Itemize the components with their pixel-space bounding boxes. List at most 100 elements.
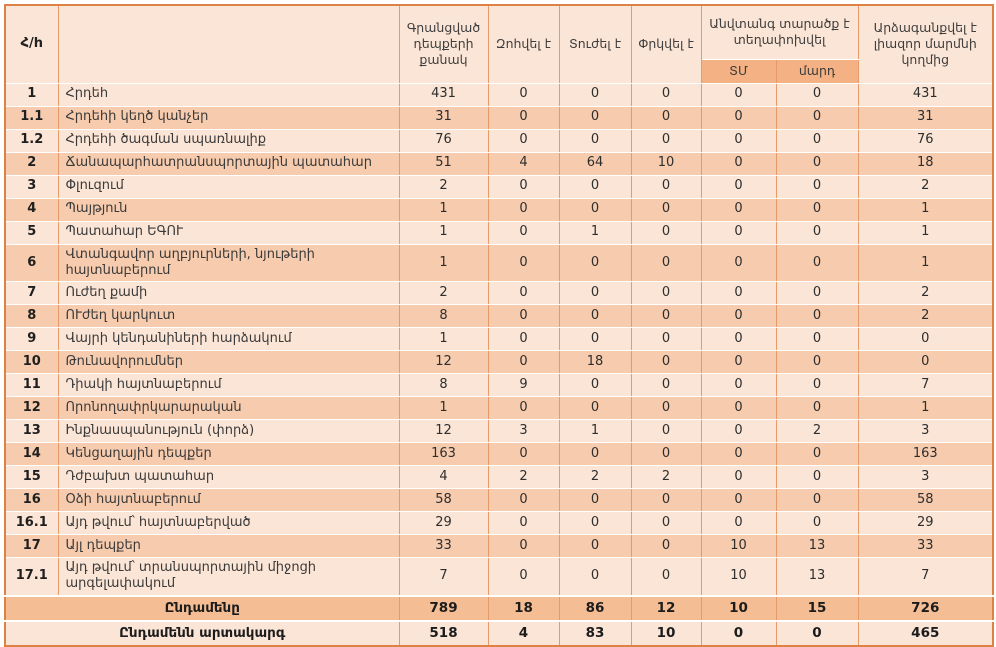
value-cell: 0 xyxy=(558,442,632,466)
incident-name-cell: Թունավորումներ xyxy=(57,350,400,374)
value-cell: 0 xyxy=(558,105,632,130)
value-cell: 0 xyxy=(558,197,632,222)
value-cell: 0 xyxy=(700,373,777,397)
value-cell: 0 xyxy=(487,174,560,199)
value-cell: 0 xyxy=(700,488,777,512)
value-cell: 1 xyxy=(398,396,489,420)
total-value-cell: 789 xyxy=(398,594,489,621)
value-cell: 64 xyxy=(558,151,632,176)
value-cell: 0 xyxy=(487,488,560,512)
table-row: 14 Կենցաղային դեպքեր 163 0 0 0 0 0 163 xyxy=(4,442,994,466)
value-cell: 0 xyxy=(775,151,859,176)
row-number-cell: 13 xyxy=(4,419,59,443)
value-cell: 0 xyxy=(775,197,859,222)
value-cell: 31 xyxy=(398,105,489,130)
table-body: 1 Հրդեհ 431 0 0 0 0 0 431 1.1 Հրդեհի կեղծ կանչեր 31… xyxy=(4,82,994,596)
value-cell: 0 xyxy=(487,350,560,374)
table-row: 11 Դիակի հայտնաբերում 8 9 0 0 0 0 7 xyxy=(4,373,994,397)
value-cell: 0 xyxy=(700,105,777,130)
value-cell: 12 xyxy=(398,350,489,374)
header-registered-cases: Գրանցված դեպքերի քանակ xyxy=(398,4,489,84)
incident-statistics-table: Հ/h Գրանցված դեպքերի քանակ Զոհվել է Տուժ… xyxy=(4,4,995,647)
value-cell: 1 xyxy=(398,220,489,245)
header-row-number: Հ/h xyxy=(4,4,59,84)
value-cell: 2 xyxy=(630,465,702,489)
value-cell: 0 xyxy=(630,82,702,107)
value-cell: 0 xyxy=(558,281,632,305)
value-cell: 8 xyxy=(398,304,489,328)
value-cell: 13 xyxy=(775,534,859,558)
value-cell: 10 xyxy=(700,557,777,596)
incident-name-cell: Հրդեհի ծագման սպառնալիք xyxy=(57,128,400,153)
value-cell: 0 xyxy=(487,281,560,305)
table-row: 16 Օձի հայտնաբերում 58 0 0 0 0 0 58 xyxy=(4,488,994,512)
value-cell: 0 xyxy=(558,128,632,153)
value-cell: 1 xyxy=(857,220,994,245)
row-number-cell: 12 xyxy=(4,396,59,420)
value-cell: 0 xyxy=(700,442,777,466)
value-cell: 0 xyxy=(487,220,560,245)
table-row: 17.1 Այդ թվում՝ տրանսպորտային միջոցի արգե… xyxy=(4,557,994,596)
value-cell: 0 xyxy=(775,82,859,107)
value-cell: 0 xyxy=(775,304,859,328)
row-number-cell: 11 xyxy=(4,373,59,397)
value-cell: 58 xyxy=(857,488,994,512)
row-number-cell: 16.1 xyxy=(4,511,59,535)
value-cell: 0 xyxy=(630,511,702,535)
value-cell: 0 xyxy=(700,304,777,328)
value-cell: 7 xyxy=(398,557,489,596)
value-cell: 0 xyxy=(487,534,560,558)
table-row: 8 ՈՒժեղ կարկուտ 8 0 0 0 0 0 2 xyxy=(4,304,994,328)
row-number-cell: 8 xyxy=(4,304,59,328)
row-number-cell: 14 xyxy=(4,442,59,466)
value-cell: 0 xyxy=(558,511,632,535)
total-value-cell: 18 xyxy=(487,594,560,621)
value-cell: 0 xyxy=(630,534,702,558)
value-cell: 2 xyxy=(487,465,560,489)
value-cell: 0 xyxy=(558,174,632,199)
value-cell: 0 xyxy=(487,557,560,596)
value-cell: 0 xyxy=(487,82,560,107)
value-cell: 2 xyxy=(857,174,994,199)
value-cell: 1 xyxy=(398,197,489,222)
value-cell: 0 xyxy=(630,327,702,351)
table-row: 17 Այլ դեպքեր 33 0 0 0 10 13 33 xyxy=(4,534,994,558)
value-cell: 0 xyxy=(630,373,702,397)
value-cell: 0 xyxy=(775,105,859,130)
table-row: 10 Թունավորումներ 12 0 18 0 0 0 0 xyxy=(4,350,994,374)
table-row: 15 Դժբախտ պատահար 4 2 2 2 0 0 3 xyxy=(4,465,994,489)
value-cell: 0 xyxy=(487,243,560,282)
value-cell: 1 xyxy=(857,243,994,282)
value-cell: 2 xyxy=(398,174,489,199)
value-cell: 0 xyxy=(775,128,859,153)
value-cell: 0 xyxy=(558,327,632,351)
value-cell: 1 xyxy=(857,396,994,420)
total-label-cell: Ընդամենը xyxy=(4,594,400,621)
value-cell: 0 xyxy=(558,82,632,107)
value-cell: 1 xyxy=(558,220,632,245)
value-cell: 0 xyxy=(700,197,777,222)
value-cell: 0 xyxy=(558,304,632,328)
value-cell: 3 xyxy=(857,419,994,443)
total-value-cell: 10 xyxy=(700,594,777,621)
header-evacuated-vehicles: ՏՄ xyxy=(700,58,777,84)
value-cell: 0 xyxy=(857,350,994,374)
value-cell: 0 xyxy=(558,373,632,397)
value-cell: 431 xyxy=(398,82,489,107)
total-value-cell: 86 xyxy=(558,594,632,621)
value-cell: 431 xyxy=(857,82,994,107)
row-number-cell: 15 xyxy=(4,465,59,489)
value-cell: 0 xyxy=(775,465,859,489)
header-died: Զոհվել է xyxy=(487,4,560,84)
table-row: 13 Ինքնասպանություն (փորձ) 12 3 1 0 0 2 3 xyxy=(4,419,994,443)
incident-name-cell: Փլուզում xyxy=(57,174,400,199)
value-cell: 0 xyxy=(700,82,777,107)
table-row: 9 Վայրի կենդանիների հարձակում 1 0 0 0 0 0 0 xyxy=(4,327,994,351)
incident-name-cell: Կենցաղային դեպքեր xyxy=(57,442,400,466)
table-row: 1.1 Հրդեհի կեղծ կանչեր 31 0 0 0 0 0 31 xyxy=(4,105,994,130)
value-cell: 0 xyxy=(700,220,777,245)
incident-name-cell: Ինքնասպանություն (փորձ) xyxy=(57,419,400,443)
table-row: 1 Հրդեհ 431 0 0 0 0 0 431 xyxy=(4,82,994,107)
header-incident-name xyxy=(57,4,400,84)
value-cell: 9 xyxy=(487,373,560,397)
